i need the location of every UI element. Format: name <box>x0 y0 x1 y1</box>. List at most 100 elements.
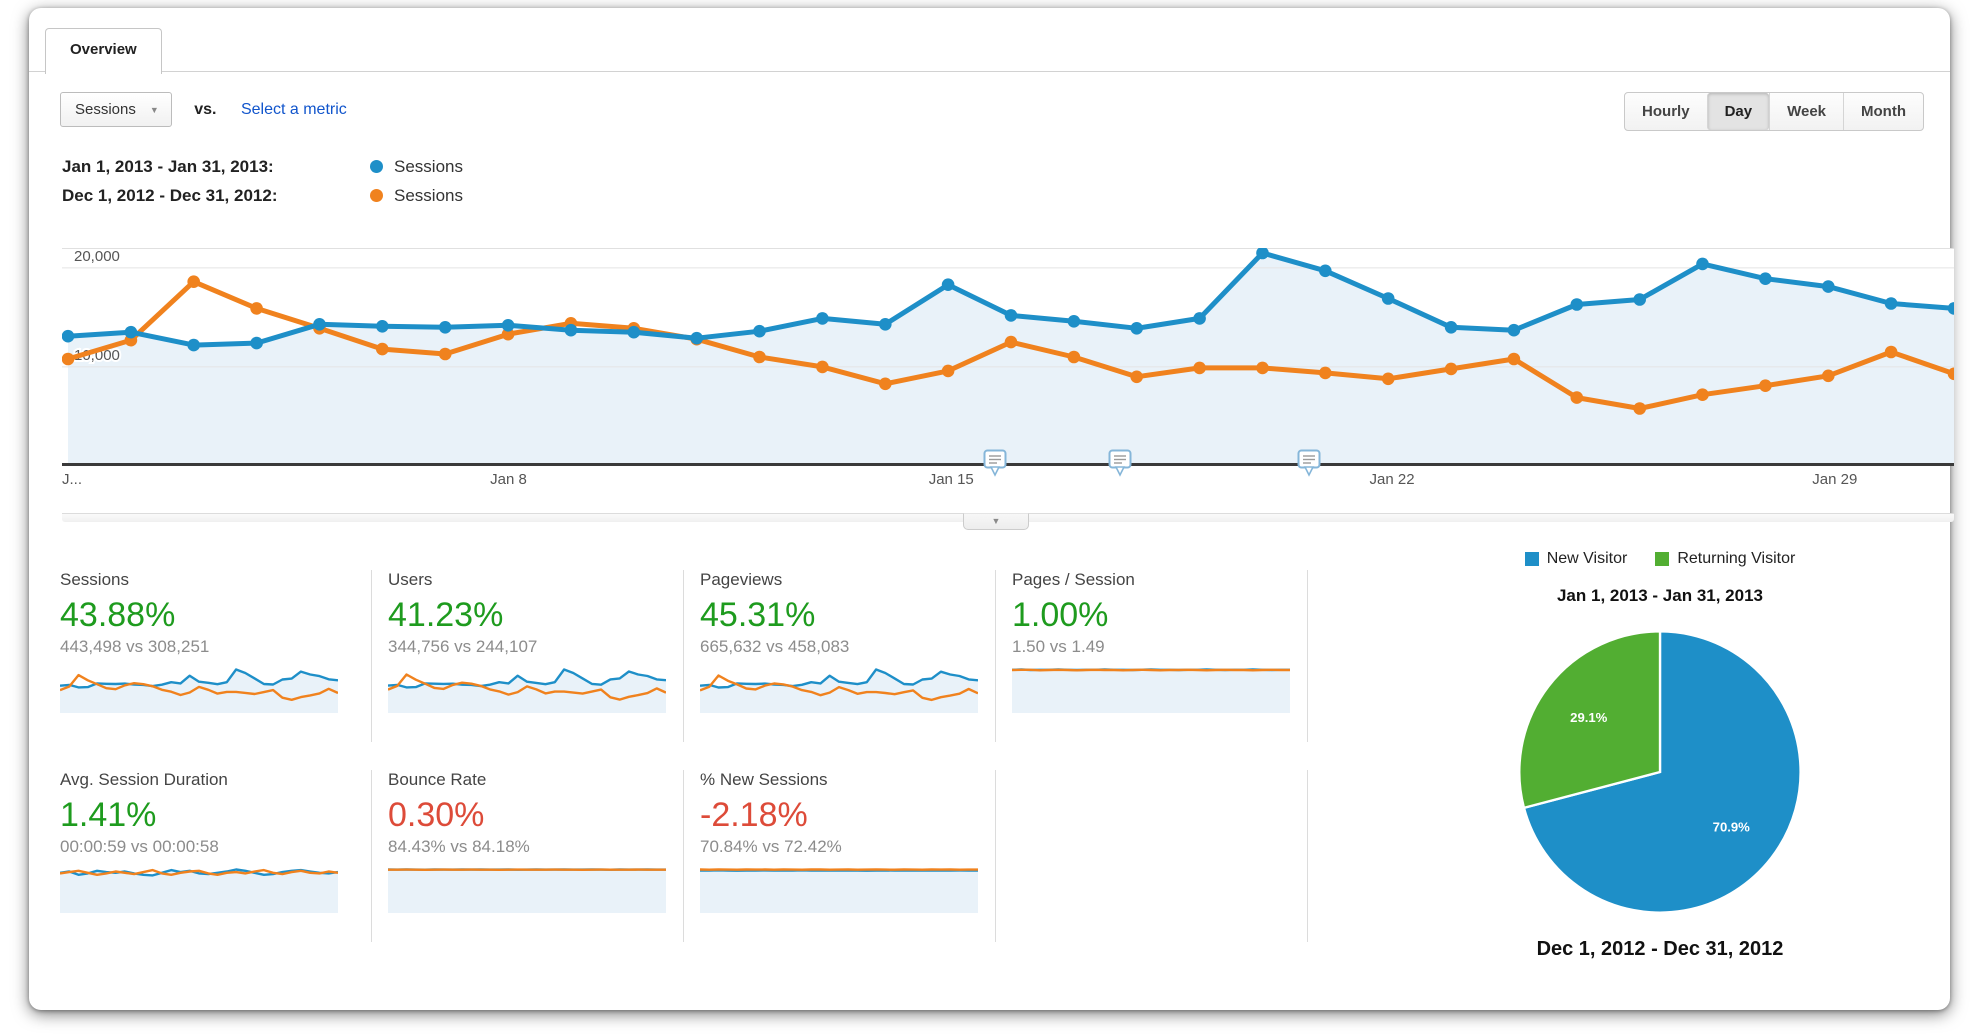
pie-title: Jan 1, 2013 - Jan 31, 2013 <box>1556 586 1764 605</box>
legend-series-label: Sessions <box>394 185 463 205</box>
data-point-dot <box>1444 362 1458 376</box>
x-axis-tick-label: Jan 15 <box>928 471 974 488</box>
x-axis-labels: J... Jan 8 Jan 15 Jan 22 Jan 29 <box>62 471 1954 491</box>
empty-card-slot <box>996 770 1308 942</box>
annotation-marker-icon[interactable] <box>1297 449 1321 479</box>
data-point-dot <box>250 302 263 315</box>
metric-card-percent: 43.88% <box>60 596 176 634</box>
sparkline-svg <box>699 868 979 913</box>
annotations-expander-button[interactable]: ▼ <box>963 513 1029 530</box>
granularity-week-button[interactable]: Week <box>1769 93 1843 130</box>
data-point-dot <box>501 319 515 332</box>
sparkline-svg <box>1011 668 1290 713</box>
legend-square-icon <box>1524 552 1539 566</box>
pie-slice-percent-label: 70.9% <box>1713 820 1751 835</box>
metric-card: Pageviews 45.31% 665,632 vs 458,083 <box>684 570 996 742</box>
sparkline-previous-line <box>1011 668 1290 672</box>
data-point-dot <box>1256 248 1269 260</box>
data-point-dot <box>1822 280 1835 293</box>
data-point-dot <box>1004 309 1018 322</box>
metric-card: Bounce Rate 0.30% 84.43% vs 84.18% <box>372 770 684 942</box>
pie-legend-item[interactable]: New Visitor <box>1524 550 1627 568</box>
visitor-type-panel: New Visitor Returning Visitor Jan 1, 2013… <box>1380 548 1940 961</box>
data-point-dot <box>564 323 578 337</box>
metric-card-sparkline <box>1011 665 1290 713</box>
sparkline-svg <box>59 868 339 913</box>
data-point-dot <box>501 327 515 341</box>
metric-card-percent: 41.23% <box>388 596 504 634</box>
data-point-dot <box>1696 388 1709 401</box>
tab-overview[interactable]: Overview <box>45 28 162 74</box>
data-point-dot <box>816 312 829 325</box>
data-point-dot <box>1130 370 1143 384</box>
data-point-dot <box>438 347 452 361</box>
metric-card-title: Pages / Session <box>1012 570 1135 589</box>
data-point-dot <box>124 325 138 339</box>
pie-footer: Dec 1, 2012 - Dec 31, 2012 <box>1536 938 1784 960</box>
select-metric-link[interactable]: Select a metric <box>240 100 347 118</box>
data-point-dot <box>1256 361 1269 375</box>
sparkline-previous-line <box>699 674 979 702</box>
data-point-dot <box>1319 264 1332 278</box>
x-axis-tick-label: Jan 22 <box>1369 471 1415 488</box>
data-point-dot <box>816 360 829 374</box>
data-point-dot <box>250 336 263 350</box>
pie-slice-percent-label: 29.1% <box>1570 710 1608 725</box>
data-point-dot <box>1381 372 1395 386</box>
legend-row: Dec 1, 2012 - Dec 31, 2012: Sessions <box>62 181 463 210</box>
sparkline-svg <box>387 868 666 913</box>
x-axis-tick-label: Jan 29 <box>1812 471 1858 488</box>
data-point-dot <box>1319 366 1332 380</box>
data-point-dot <box>753 324 766 338</box>
granularity-day-button[interactable]: Day <box>1706 93 1770 130</box>
data-point-dot <box>1067 315 1081 328</box>
metric-cards-row-1: Sessions 43.88% 443,498 vs 308,251 Users… <box>59 570 1308 742</box>
granularity-month-button[interactable]: Month <box>1843 93 1923 130</box>
metric-card-title: Avg. Session Duration <box>60 770 228 789</box>
metric-card: Sessions 43.88% 443,498 vs 308,251 <box>59 570 372 742</box>
sparkline-previous-line <box>59 868 339 877</box>
pie-slice-new-visitor <box>1522 630 1802 914</box>
sessions-line-chart[interactable]: 10,000 20,000 <box>62 248 1954 466</box>
metric-card-comparison: 665,632 vs 458,083 <box>700 637 850 656</box>
sparkline-current-line <box>699 668 979 689</box>
visitor-pie-chart[interactable]: 70.9% 29.1% <box>1510 622 1810 922</box>
x-axis-tick-label: J... <box>62 471 83 488</box>
data-point-dot <box>1444 321 1458 334</box>
metric-card-title: Bounce Rate <box>388 770 487 789</box>
metric-card-comparison: 344,756 vs 244,107 <box>388 637 538 656</box>
metric-card-sparkline <box>59 665 339 713</box>
data-point-dot <box>1507 352 1521 366</box>
metric-card-title: Users <box>388 570 433 589</box>
metric-card-title: Sessions <box>60 570 129 589</box>
pie-legend-item[interactable]: Returning Visitor <box>1655 550 1795 568</box>
data-point-dot <box>1570 298 1584 311</box>
granularity-hourly-button[interactable]: Hourly <box>1642 103 1690 120</box>
sparkline-current-line <box>387 668 667 689</box>
data-point-dot <box>1130 322 1143 335</box>
data-point-dot <box>879 318 892 331</box>
legend-series-label: Sessions <box>394 156 463 176</box>
metric-dropdown[interactable]: Sessions ▼ <box>60 92 172 127</box>
data-point-dot <box>1004 335 1018 349</box>
metric-card-comparison: 84.43% vs 84.18% <box>388 837 530 856</box>
pie-slice-returning-visitor <box>1518 630 1662 810</box>
annotation-marker-icon[interactable] <box>1108 449 1132 479</box>
metric-card-comparison: 00:00:59 vs 00:00:58 <box>60 837 219 856</box>
metric-card-sparkline <box>59 865 339 913</box>
data-point-dot <box>438 321 452 334</box>
data-point-dot <box>313 318 326 331</box>
metric-card: Users 41.23% 344,756 vs 244,107 <box>372 570 684 742</box>
sparkline-current-line <box>59 868 339 877</box>
metric-card-sparkline <box>387 665 667 713</box>
sessions-area-fill <box>68 253 1954 466</box>
data-point-dot <box>62 329 75 343</box>
data-point-dot <box>62 352 75 366</box>
sparkline-previous-line <box>59 673 339 701</box>
metric-card-comparison: 1.50 vs 1.49 <box>1012 637 1105 656</box>
tab-overview-label: Overview <box>70 41 137 58</box>
data-point-dot <box>1696 257 1709 271</box>
annotation-marker-icon[interactable] <box>983 449 1007 479</box>
data-point-dot <box>1947 302 1954 315</box>
data-point-dot <box>1633 293 1646 306</box>
